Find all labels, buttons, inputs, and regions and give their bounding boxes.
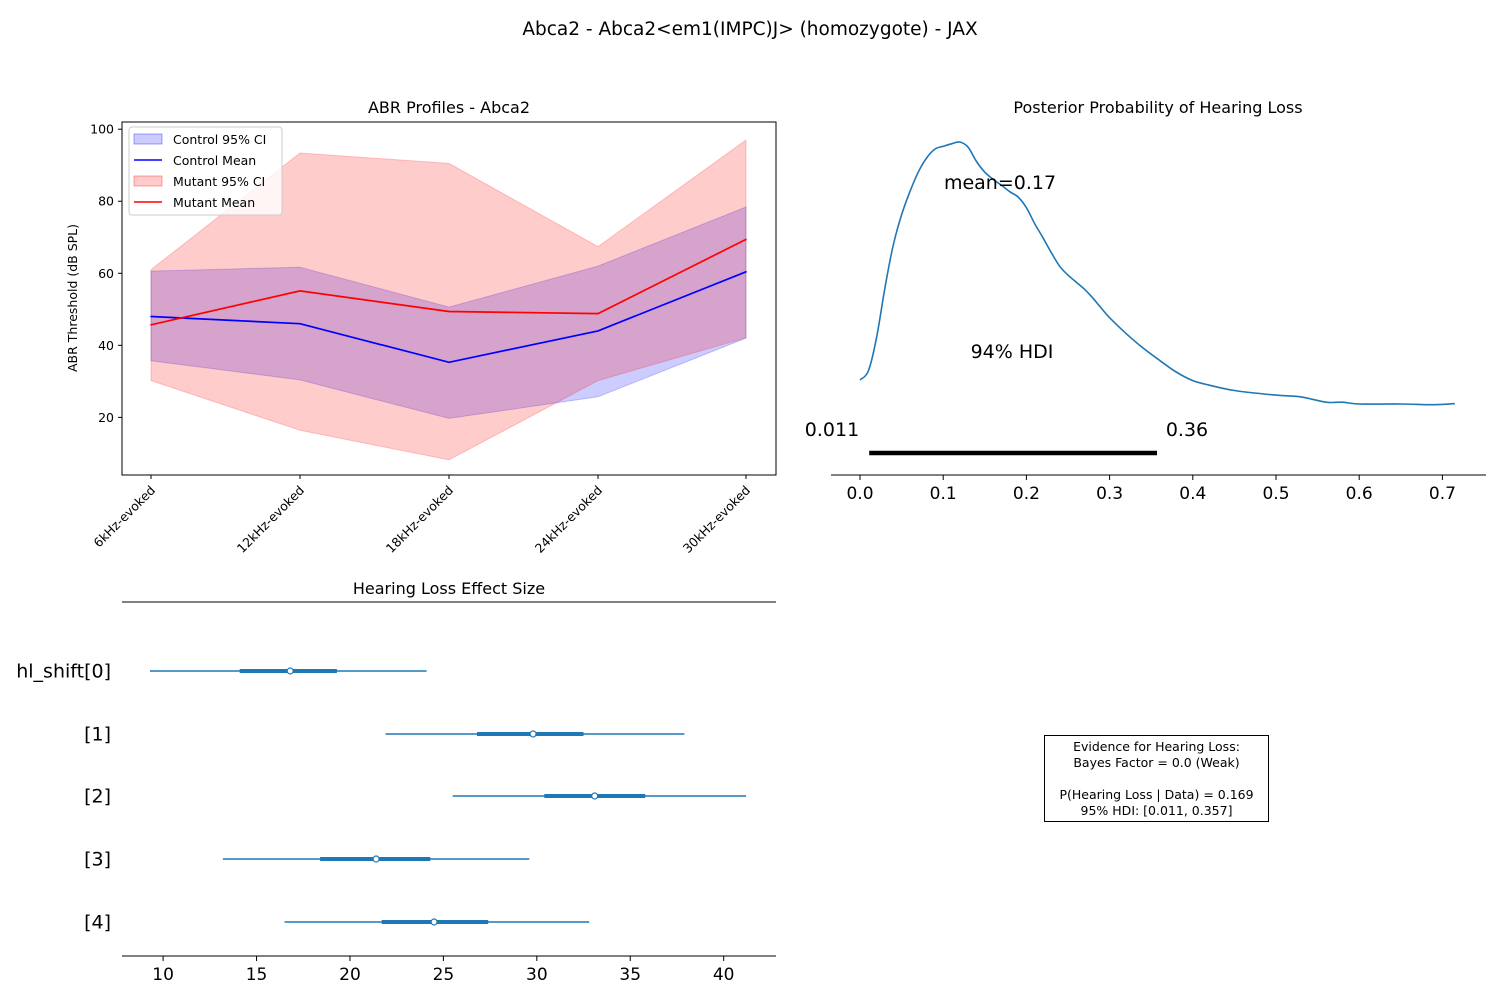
forest-mean-point xyxy=(592,793,598,799)
mutant-mean-line-point xyxy=(150,324,152,326)
abr-title: ABR Profiles - Abca2 xyxy=(368,98,530,117)
abr-legend: Control 95% CI Control Mean Mutant 95% C… xyxy=(129,127,282,215)
posterior-xtick-label: 0.1 xyxy=(930,484,957,504)
mutant-mean-line-point xyxy=(448,311,450,313)
abr-xtick-label: 6kHz-evoked xyxy=(90,483,158,551)
figure-suptitle: Abca2 - Abca2<em1(IMPC)J> (homozygote) -… xyxy=(522,19,978,40)
evidence-line-4: 95% HDI: [0.011, 0.357] xyxy=(1045,803,1268,819)
evidence-line-2: Bayes Factor = 0.0 (Weak) xyxy=(1045,755,1268,771)
posterior-xtick-label: 0.7 xyxy=(1429,484,1456,504)
mutant-mean-line-point xyxy=(745,239,747,241)
hdi-high-label: 0.36 xyxy=(1166,419,1208,441)
legend-label-mutant-ci: Mutant 95% CI xyxy=(173,174,265,189)
abr-ytick-label: 60 xyxy=(98,266,114,281)
posterior-mean-label: mean=0.17 xyxy=(944,172,1056,194)
forest-mean-point xyxy=(287,668,293,674)
posterior-title: Posterior Probability of Hearing Loss xyxy=(1013,98,1302,117)
legend-label-control-ci: Control 95% CI xyxy=(173,132,266,147)
posterior-xtick-label: 0.4 xyxy=(1179,484,1206,504)
hdi-low-label: 0.011 xyxy=(805,419,859,441)
forest-row-label: [3] xyxy=(84,849,111,871)
control-mean-line-point xyxy=(745,271,747,273)
abr-xtick-label: 30kHz-evoked xyxy=(680,483,753,556)
control-mean-line-point xyxy=(150,316,152,318)
posterior-xtick-label: 0.0 xyxy=(846,484,873,504)
abr-profiles-panel: ABR Profiles - Abca2 20 40 60 80 100 6kHz-ev… xyxy=(65,98,776,556)
forest-mean-point xyxy=(431,919,437,925)
mutant-mean-line-point xyxy=(597,313,599,315)
forest-mean-point xyxy=(373,856,379,862)
legend-label-mutant-mean: Mutant Mean xyxy=(173,195,255,210)
posterior-xtick-label: 0.6 xyxy=(1346,484,1373,504)
abr-ytick-label: 100 xyxy=(90,122,114,137)
mutant-mean-line-point xyxy=(299,290,301,292)
legend-swatch-control-ci xyxy=(134,134,162,144)
legend-label-control-mean: Control Mean xyxy=(173,153,256,168)
abr-ytick-label: 80 xyxy=(98,194,114,209)
forest-xtick-label: 10 xyxy=(152,965,174,985)
forest-xtick-label: 30 xyxy=(526,965,548,985)
legend-swatch-mutant-ci xyxy=(134,176,162,186)
hdi-label: 94% HDI xyxy=(971,341,1054,363)
posterior-panel: Posterior Probability of Hearing Loss 0.… xyxy=(805,98,1486,504)
forest-row-label: hl_shift[0] xyxy=(16,661,111,683)
abr-xtick-label: 24kHz-evoked xyxy=(532,483,605,556)
evidence-box: Evidence for Hearing Loss: Bayes Factor … xyxy=(1044,735,1269,822)
posterior-xtick-label: 0.5 xyxy=(1262,484,1289,504)
abr-ylabel: ABR Threshold (dB SPL) xyxy=(65,224,80,372)
evidence-spacer xyxy=(1045,771,1268,787)
effect-size-forest-panel: Hearing Loss Effect Size hl_shift[0] [1] [… xyxy=(16,579,776,985)
control-mean-line-point xyxy=(597,330,599,332)
abr-ytick-label: 20 xyxy=(98,410,114,425)
evidence-line-3: P(Hearing Loss | Data) = 0.169 xyxy=(1045,787,1268,803)
abr-ytick-label: 40 xyxy=(98,338,114,353)
forest-xtick-label: 15 xyxy=(246,965,268,985)
control-mean-line-point xyxy=(299,323,301,325)
forest-row-label: [1] xyxy=(84,724,111,746)
forest-xtick-label: 25 xyxy=(433,965,455,985)
forest-xtick-label: 40 xyxy=(713,965,735,985)
abr-xtick-label: 12kHz-evoked xyxy=(234,483,307,556)
forest-xtick-label: 20 xyxy=(339,965,361,985)
forest-title: Hearing Loss Effect Size xyxy=(353,579,545,598)
control-mean-line-point xyxy=(448,362,450,364)
forest-mean-point xyxy=(530,731,536,737)
evidence-line-1: Evidence for Hearing Loss: xyxy=(1045,739,1268,755)
forest-row-label: [4] xyxy=(84,912,111,934)
forest-xtick-label: 35 xyxy=(619,965,641,985)
abr-xtick-label: 18kHz-evoked xyxy=(383,483,456,556)
posterior-xtick-label: 0.3 xyxy=(1096,484,1123,504)
forest-row-label: [2] xyxy=(84,786,111,808)
posterior-xtick-label: 0.2 xyxy=(1013,484,1040,504)
